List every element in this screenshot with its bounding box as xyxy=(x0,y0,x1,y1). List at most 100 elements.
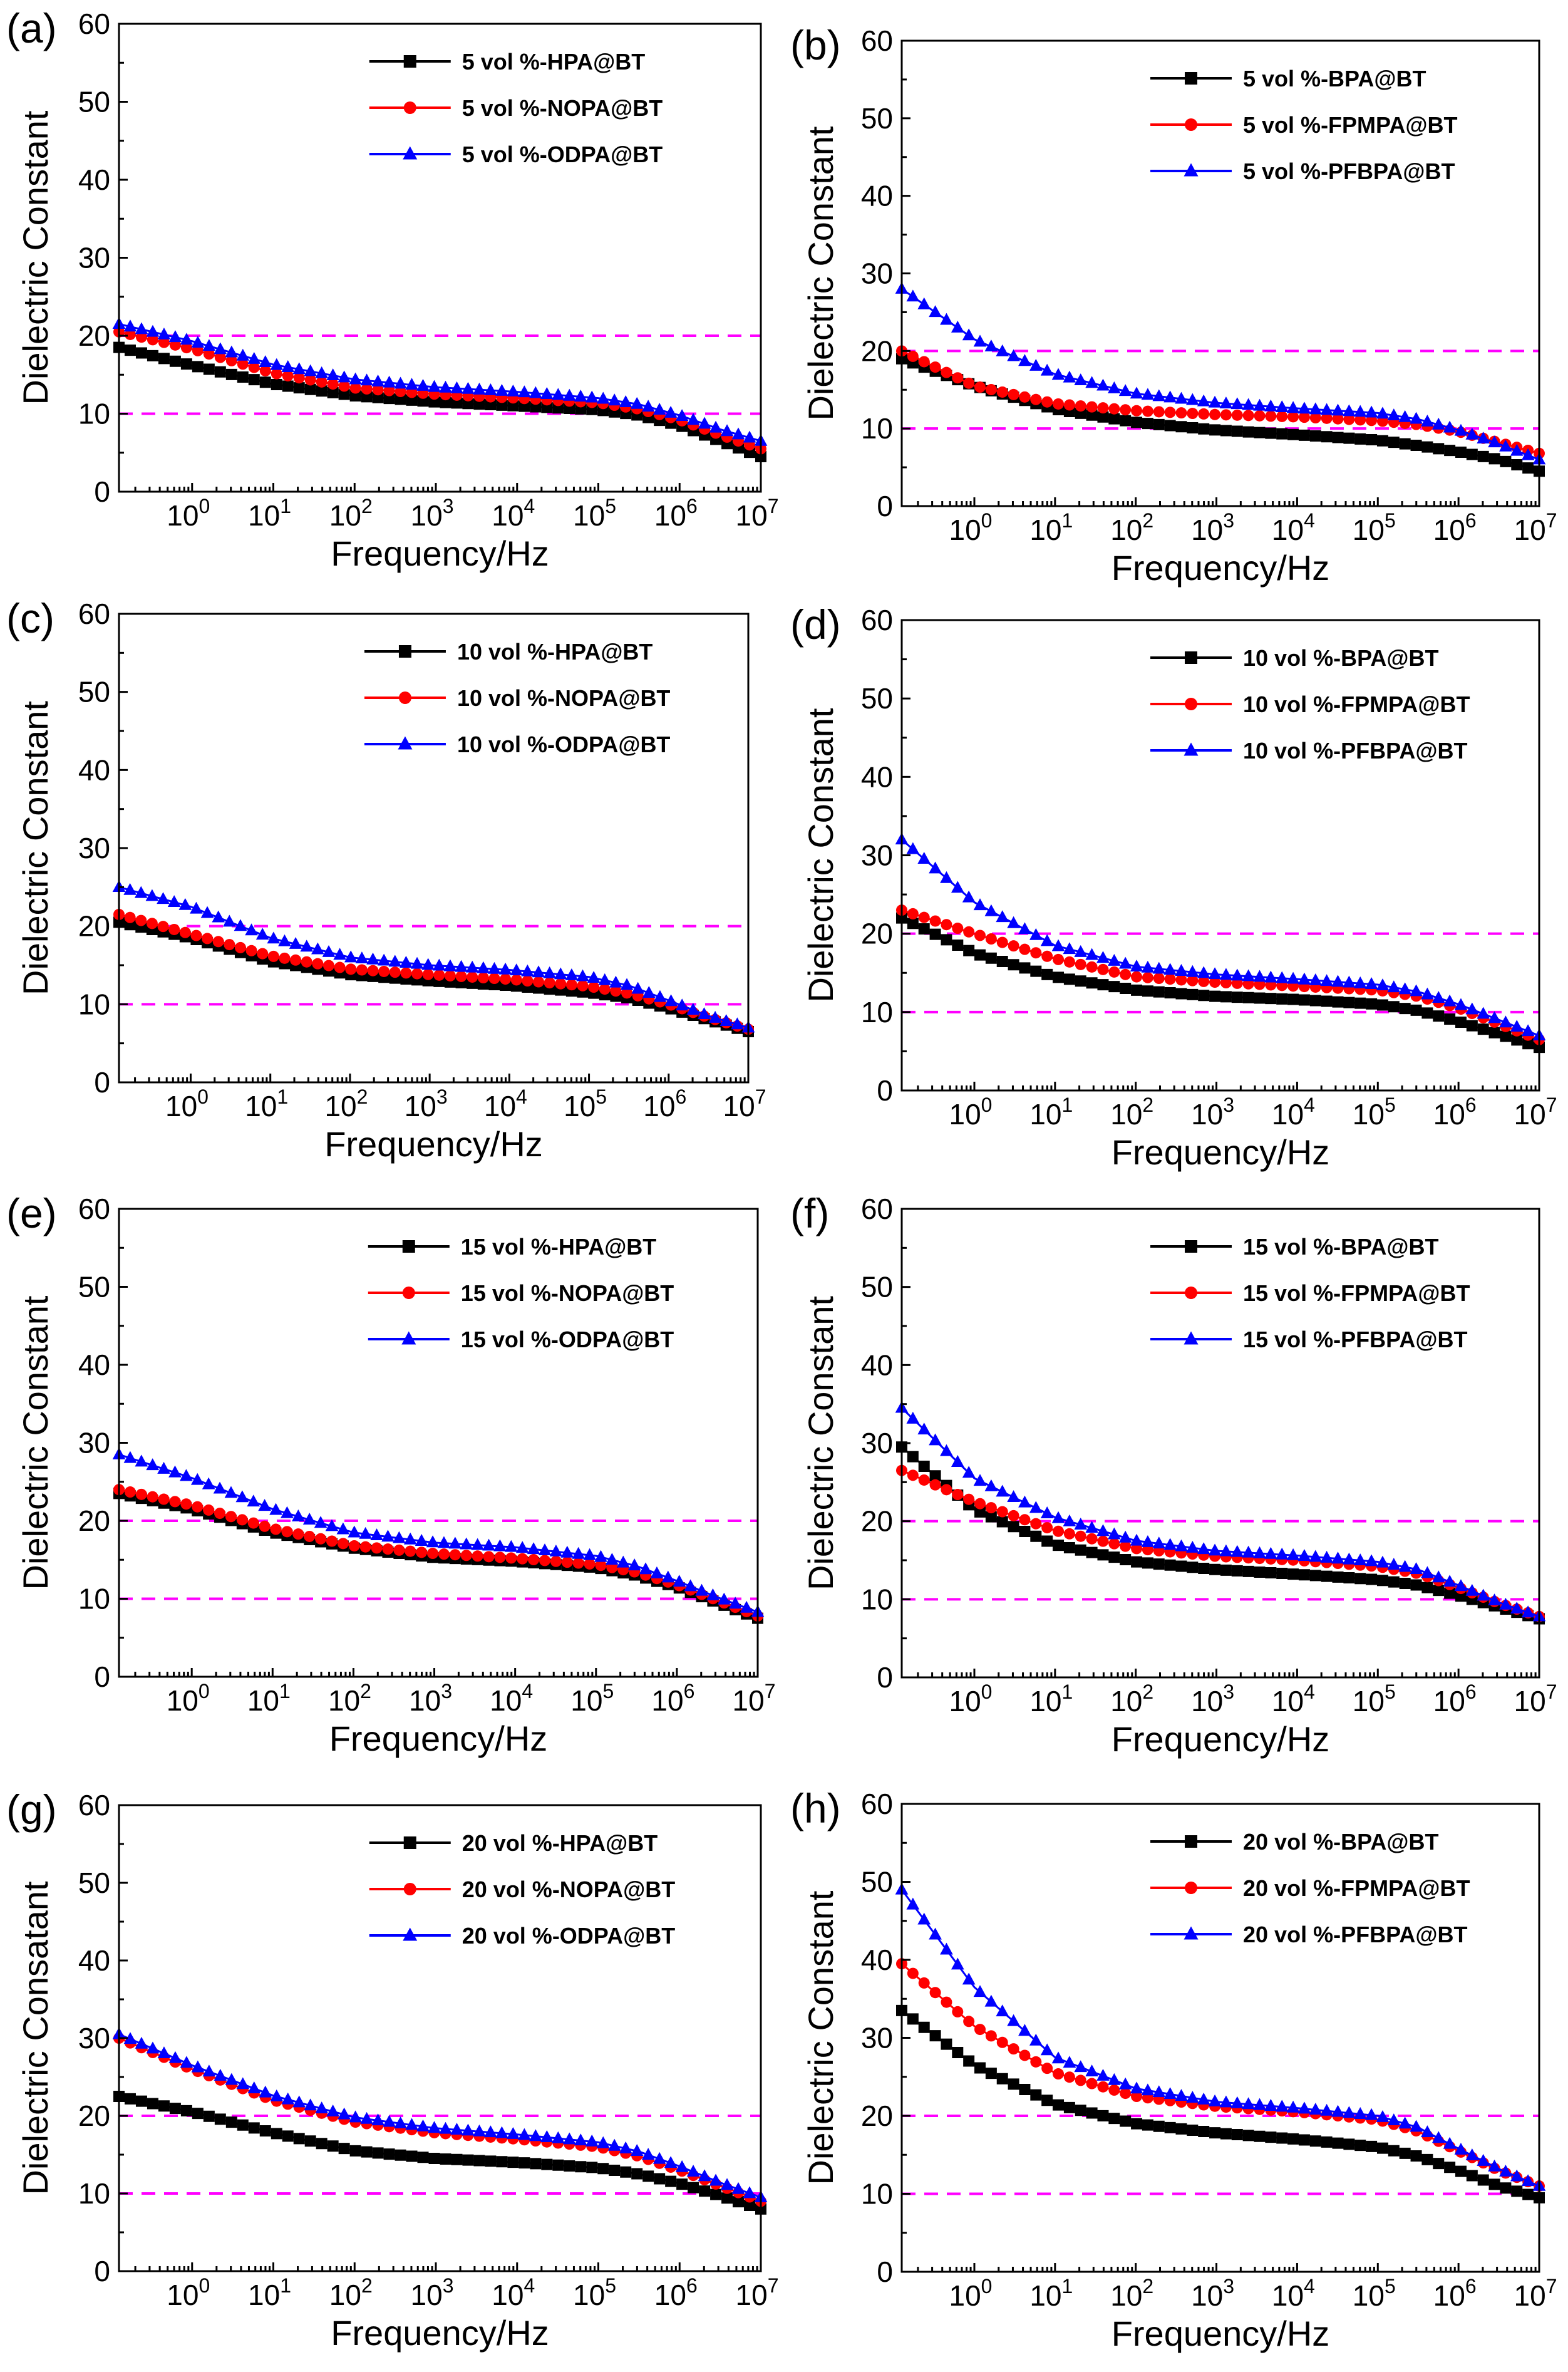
y-tick-label: 50 xyxy=(78,86,110,118)
data-point xyxy=(333,948,346,960)
x-tick-label: 107 xyxy=(1514,509,1557,546)
data-point xyxy=(1354,433,1366,445)
data-point xyxy=(1040,363,1054,376)
data-point xyxy=(706,1588,720,1600)
data-point xyxy=(247,2081,261,2093)
data-point xyxy=(1120,968,1132,980)
data-point xyxy=(1041,396,1053,408)
plot-frame xyxy=(900,1803,1540,2273)
series-15 vol %-ODPA@BT xyxy=(112,1447,765,1617)
data-point xyxy=(395,386,406,398)
data-point xyxy=(653,990,667,1002)
data-point xyxy=(1454,1579,1468,1592)
x-tick-label: 102 xyxy=(1110,2275,1153,2312)
data-point xyxy=(720,1014,733,1027)
data-point xyxy=(406,394,418,406)
y-tick-label: 0 xyxy=(877,2255,893,2288)
data-point xyxy=(495,2126,508,2138)
data-point xyxy=(1075,1544,1086,1556)
data-point xyxy=(929,1987,941,1999)
data-point xyxy=(191,2060,205,2073)
legend-label: 15 vol %-BPA@BT xyxy=(1243,1234,1439,1260)
data-point xyxy=(403,1532,417,1545)
data-point xyxy=(974,949,986,961)
legend-label: 10 vol %-NOPA@BT xyxy=(457,685,670,711)
data-point xyxy=(1186,393,1199,405)
data-point xyxy=(1063,370,1076,383)
data-point xyxy=(941,919,952,931)
data-point xyxy=(996,2036,1008,2048)
data-point xyxy=(1142,1557,1153,1569)
data-point xyxy=(709,2173,723,2186)
data-point xyxy=(1410,1004,1422,1016)
data-point xyxy=(1008,940,1019,952)
data-point xyxy=(574,390,587,402)
data-point xyxy=(428,396,440,408)
data-point xyxy=(1053,1540,1065,1551)
data-point xyxy=(304,2135,316,2147)
data-point xyxy=(1511,1034,1523,1046)
legend-marker xyxy=(403,146,418,160)
data-point xyxy=(552,2159,564,2171)
data-point xyxy=(304,364,317,376)
data-point xyxy=(1063,2056,1076,2068)
data-point xyxy=(504,1540,518,1552)
data-point xyxy=(587,971,601,983)
data-point xyxy=(1019,391,1031,403)
series-5 vol %-PFBPA@BT xyxy=(895,282,1546,465)
data-point xyxy=(1142,971,1153,983)
data-point xyxy=(607,2138,621,2151)
data-point xyxy=(1220,2128,1232,2140)
data-point xyxy=(462,381,475,394)
data-point xyxy=(259,365,271,376)
series-20 vol %-BPA@BT xyxy=(896,2004,1545,2204)
data-point xyxy=(1164,407,1176,418)
data-point xyxy=(202,339,216,351)
data-point xyxy=(550,1555,562,1567)
data-point xyxy=(996,344,1009,356)
data-point xyxy=(1399,2147,1411,2159)
data-point xyxy=(664,2156,678,2168)
data-point xyxy=(451,397,463,409)
data-point xyxy=(213,1481,227,1494)
data-point xyxy=(1108,403,1120,415)
data-point xyxy=(1131,2091,1143,2103)
x-tick-label: 105 xyxy=(1353,509,1396,546)
data-point xyxy=(1421,1566,1434,1578)
panel-letter: (h) xyxy=(790,1785,841,1831)
data-point xyxy=(146,2041,160,2054)
data-point xyxy=(551,388,565,400)
data-point xyxy=(158,2100,170,2112)
data-point xyxy=(1242,992,1254,1003)
data-point xyxy=(1297,2101,1311,2114)
data-point xyxy=(1164,1559,1176,1571)
data-point xyxy=(1398,2116,1412,2129)
data-point xyxy=(1142,418,1153,430)
data-point xyxy=(1376,978,1390,991)
data-point xyxy=(907,1451,919,1463)
data-point xyxy=(941,1996,952,2008)
data-point xyxy=(686,1003,700,1015)
data-point xyxy=(695,1583,708,1596)
data-point xyxy=(1019,2049,1031,2061)
data-point xyxy=(1431,2131,1445,2143)
data-point xyxy=(498,962,512,975)
data-point xyxy=(1343,432,1355,444)
data-point xyxy=(433,969,445,981)
data-point xyxy=(1063,1541,1075,1553)
data-point xyxy=(1443,2136,1457,2149)
data-point xyxy=(395,393,406,405)
data-point xyxy=(562,2132,576,2145)
data-point xyxy=(1499,1015,1512,1028)
data-point xyxy=(996,1516,1008,1528)
data-point xyxy=(1510,1020,1524,1032)
data-point xyxy=(315,366,329,378)
data-point xyxy=(963,1493,975,1505)
y-tick-label: 40 xyxy=(78,163,110,196)
data-point xyxy=(327,386,339,398)
y-axis-label: Dielectric Constant xyxy=(801,1296,840,1590)
data-point xyxy=(1220,991,1232,1003)
data-point xyxy=(996,2004,1009,2017)
data-point xyxy=(1433,1010,1445,1022)
data-point xyxy=(1376,2110,1390,2122)
